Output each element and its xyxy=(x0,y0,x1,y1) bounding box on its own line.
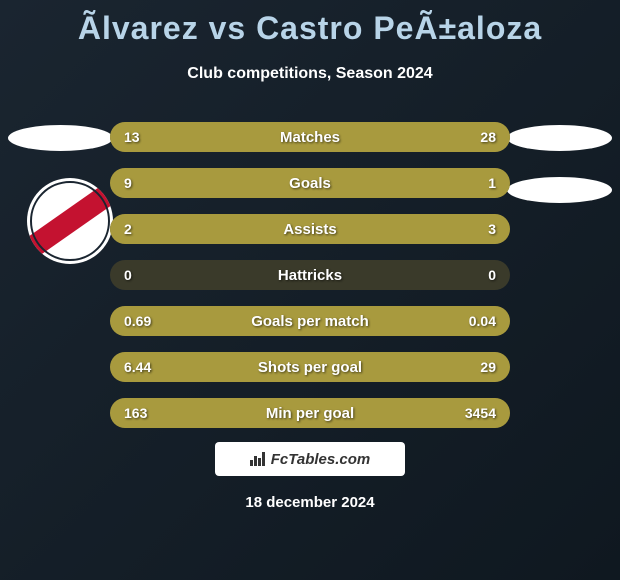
stat-label: Hattricks xyxy=(110,260,510,290)
stat-bar: 00Hattricks xyxy=(110,260,510,290)
player-left-placeholder xyxy=(8,125,113,151)
club-left-logo xyxy=(27,178,113,264)
date-label: 18 december 2024 xyxy=(0,494,620,511)
stat-label: Matches xyxy=(110,122,510,152)
chart-icon xyxy=(250,452,265,466)
stat-label: Goals per match xyxy=(110,306,510,336)
page-subtitle: Club competitions, Season 2024 xyxy=(0,65,620,83)
stat-bar: 1633454Min per goal xyxy=(110,398,510,428)
stat-label: Assists xyxy=(110,214,510,244)
page-title: Ãlvarez vs Castro PeÃ±aloza xyxy=(0,0,620,47)
stat-bar: 91Goals xyxy=(110,168,510,198)
stat-label: Goals xyxy=(110,168,510,198)
stat-bar: 0.690.04Goals per match xyxy=(110,306,510,336)
branding-badge[interactable]: FcTables.com xyxy=(215,442,405,476)
stat-bar: 23Assists xyxy=(110,214,510,244)
stat-label: Shots per goal xyxy=(110,352,510,382)
stat-bar: 1328Matches xyxy=(110,122,510,152)
stats-container: 1328Matches 91Goals 23Assists 00Hattricks 0.… xyxy=(110,122,510,444)
player-right-placeholder xyxy=(507,125,612,151)
club-right-placeholder xyxy=(507,177,612,203)
stat-bar: 6.4429Shots per goal xyxy=(110,352,510,382)
stat-label: Min per goal xyxy=(110,398,510,428)
branding-label: FcTables.com xyxy=(271,451,370,468)
